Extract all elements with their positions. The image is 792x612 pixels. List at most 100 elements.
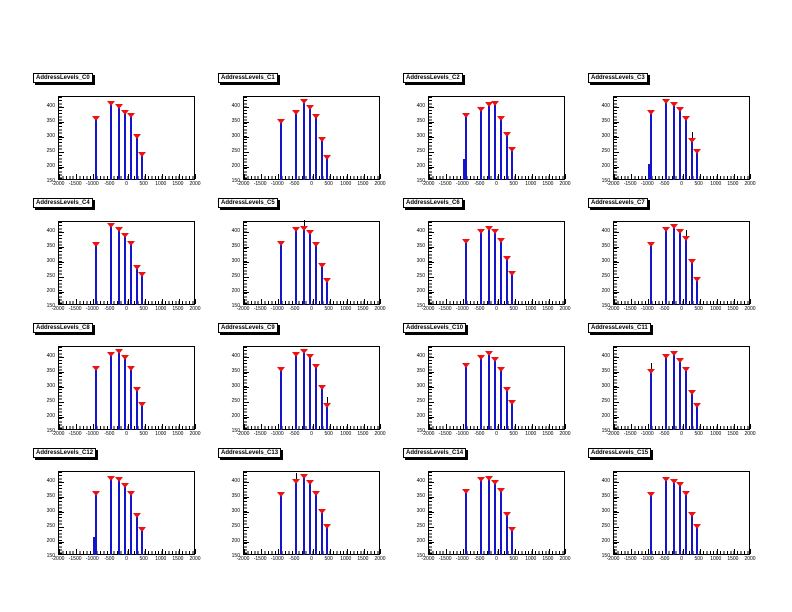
x-axis-major-tick xyxy=(179,549,180,554)
y-axis-major-tick xyxy=(614,167,619,168)
histogram-spike xyxy=(506,514,509,555)
x-axis-major-tick xyxy=(76,174,77,179)
x-axis-major-tick xyxy=(59,424,60,429)
x-axis-major-tick xyxy=(498,299,499,304)
x-axis-label: -1000 xyxy=(640,556,654,562)
x-axis-label: -1000 xyxy=(640,306,654,312)
y-axis-label: 350 xyxy=(46,493,55,499)
x-axis-label: 500 xyxy=(324,431,333,437)
histogram-spike xyxy=(124,358,127,430)
y-axis-major-tick xyxy=(614,262,619,263)
x-axis-minor-ticks xyxy=(244,426,379,429)
x-axis-label: 2000 xyxy=(744,431,756,437)
x-axis-label: 0 xyxy=(495,431,498,437)
x-axis-label: 0 xyxy=(680,181,683,187)
x-axis-label: -1500 xyxy=(623,181,637,187)
pad-title-box: AddressLevels_C12 xyxy=(33,448,97,458)
y-axis-label: 400 xyxy=(231,353,240,359)
x-axis-label: 1500 xyxy=(172,556,184,562)
histogram-spike xyxy=(696,151,699,180)
x-axis-major-tick xyxy=(750,549,751,554)
histogram-spike xyxy=(141,154,144,180)
histogram-spike xyxy=(511,150,514,180)
x-axis-label: -1000 xyxy=(85,431,99,437)
x-axis-label: -1000 xyxy=(270,431,284,437)
x-axis-label: -500 xyxy=(104,181,115,187)
y-axis-major-tick xyxy=(244,152,249,153)
y-axis-major-tick xyxy=(244,262,249,263)
histogram-spike xyxy=(309,233,312,305)
y-axis-major-tick xyxy=(59,292,64,293)
y-axis-label: 250 xyxy=(601,273,610,279)
y-axis-label: 200 xyxy=(416,538,425,544)
x-axis-major-tick xyxy=(162,549,163,554)
x-axis-minor-ticks xyxy=(614,301,749,304)
x-axis-major-tick xyxy=(76,549,77,554)
x-axis-major-tick xyxy=(549,424,550,429)
y-axis-major-tick xyxy=(244,402,249,403)
x-axis-label: 0 xyxy=(310,181,313,187)
x-axis-label: -1000 xyxy=(455,181,469,187)
y-axis-major-tick xyxy=(244,482,249,483)
x-axis-major-tick xyxy=(446,299,447,304)
x-axis-label: -500 xyxy=(289,431,300,437)
x-axis-major-tick xyxy=(313,549,314,554)
x-axis-major-tick xyxy=(330,174,331,179)
histogram-spike xyxy=(487,353,490,430)
x-axis-label: 0 xyxy=(495,556,498,562)
x-axis-minor-ticks xyxy=(59,426,194,429)
y-axis-label: 150 xyxy=(46,303,55,309)
x-axis-major-tick xyxy=(700,424,701,429)
x-axis-major-tick xyxy=(717,174,718,179)
y-axis-minor-ticks xyxy=(59,222,62,304)
y-axis-major-tick xyxy=(429,137,434,138)
x-axis-label: -1000 xyxy=(85,181,99,187)
y-axis-label: 350 xyxy=(601,493,610,499)
histogram-spike xyxy=(136,267,139,305)
y-axis-minor-ticks xyxy=(429,222,432,304)
pad-title-box: AddressLevels_C3 xyxy=(588,73,648,83)
y-axis-label: 200 xyxy=(416,288,425,294)
peak-marker-triangle-icon xyxy=(114,103,123,109)
x-axis-label: -2000 xyxy=(236,556,250,562)
histogram-spike xyxy=(302,228,305,305)
y-axis-major-tick xyxy=(429,262,434,263)
peak-marker-triangle-icon xyxy=(682,367,691,372)
x-axis-label: -1500 xyxy=(253,181,267,187)
plot-frame xyxy=(243,346,381,430)
x-axis-minor-ticks xyxy=(614,551,749,554)
y-axis-minor-ticks xyxy=(429,347,432,429)
x-axis-major-tick xyxy=(734,174,735,179)
peak-marker-triangle-icon xyxy=(688,138,697,143)
x-axis-label: 2000 xyxy=(744,181,756,187)
peak-marker-triangle-icon xyxy=(121,355,130,360)
peak-marker-triangle-icon xyxy=(133,264,142,270)
x-axis-label: 1500 xyxy=(542,556,554,562)
x-axis-major-tick xyxy=(532,549,533,554)
peak-marker-triangle-icon xyxy=(312,490,321,496)
x-axis-major-tick xyxy=(128,549,129,554)
peak-marker-triangle-icon xyxy=(503,511,512,517)
x-axis-major-tick xyxy=(700,174,701,179)
histogram-spike xyxy=(679,361,682,430)
y-axis-label: 200 xyxy=(46,413,55,419)
y-axis-label: 200 xyxy=(231,163,240,169)
y-axis-label: 250 xyxy=(46,523,55,529)
x-axis-minor-ticks xyxy=(429,426,564,429)
x-axis-label: -500 xyxy=(104,431,115,437)
peak-marker-triangle-icon xyxy=(138,272,147,277)
peak-marker-triangle-icon xyxy=(276,367,285,372)
peak-marker-triangle-icon xyxy=(127,112,136,118)
y-axis-major-tick xyxy=(244,107,249,108)
x-axis-major-tick xyxy=(515,424,516,429)
peak-marker-triangle-icon xyxy=(497,237,506,243)
y-axis-major-tick xyxy=(244,292,249,293)
histogram-spike xyxy=(321,511,324,555)
peak-marker-triangle-icon xyxy=(491,228,500,234)
x-axis-major-tick xyxy=(364,424,365,429)
x-axis-major-tick xyxy=(429,299,430,304)
histogram-spike xyxy=(117,106,120,180)
y-axis-label: 250 xyxy=(416,398,425,404)
x-axis-label: -1000 xyxy=(455,556,469,562)
y-axis-major-tick xyxy=(59,512,64,513)
